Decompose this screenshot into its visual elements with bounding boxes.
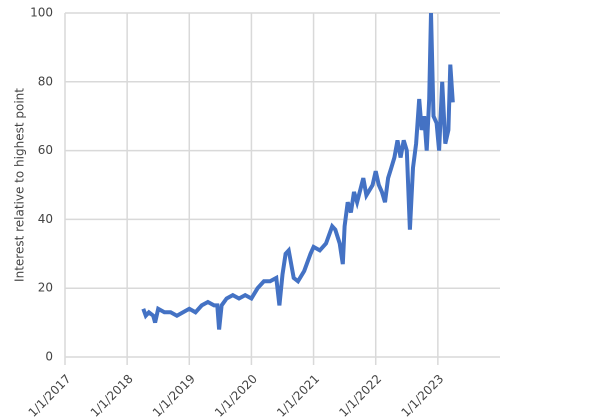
y-tick-label: 40: [38, 212, 53, 226]
x-tick-label: 1/1/2017: [26, 372, 74, 419]
x-tick-label: 1/1/2022: [336, 372, 384, 419]
line: [141, 12, 455, 330]
x-tick-label: 1/1/2018: [88, 372, 136, 419]
x-tick-label: 1/1/2021: [274, 372, 322, 419]
x-tick-label: 1/1/2019: [150, 372, 198, 419]
y-tick-label: 80: [38, 74, 53, 88]
y-tick-label: 20: [38, 281, 53, 295]
x-tick-label: 1/1/2023: [398, 372, 446, 419]
y-tick-label: 60: [38, 143, 53, 157]
x-tick-label: 1/1/2020: [212, 372, 260, 419]
y-tick-label: 100: [30, 6, 53, 20]
y-axis-label: Interest relative to highest point: [13, 88, 27, 282]
y-tick-label: 0: [45, 350, 53, 364]
